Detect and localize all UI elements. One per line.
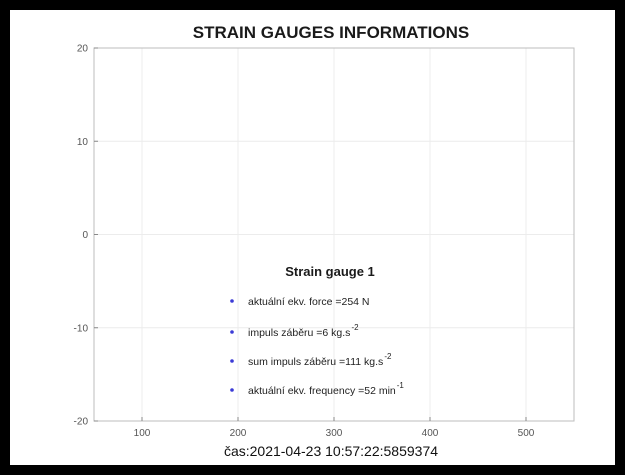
legend-item-text: aktuální ekv. force =254 N — [248, 296, 370, 308]
chart-title: STRAIN GAUGES INFORMATIONS — [193, 23, 469, 42]
legend: Strain gauge 1 aktuální ekv. force =254 … — [230, 264, 404, 397]
timestamp-label: čas:2021-04-23 10:57:22:5859374 — [224, 443, 438, 459]
y-tick-label: 10 — [77, 137, 89, 148]
y-tick-label: -10 — [74, 323, 89, 334]
chart-figure: STRAIN GAUGES INFORMATIONS 100 200 300 400 5… — [10, 10, 615, 465]
y-tick-label: 20 — [77, 44, 89, 55]
legend-item-text: aktuální ekv. frequency =52 min — [248, 385, 396, 397]
x-tick-label: 400 — [422, 428, 439, 439]
chart-canvas: STRAIN GAUGES INFORMATIONS 100 200 300 400 5… — [74, 23, 575, 459]
legend-marker — [230, 359, 234, 363]
x-tick-label: 200 — [230, 428, 247, 439]
legend-item-superscript: -2 — [384, 352, 392, 361]
axis-ticks: 100 200 300 400 500 -20 -10 0 10 20 — [74, 44, 535, 440]
legend-marker — [230, 299, 234, 303]
legend-item-text: impuls záběru =6 kg.s — [248, 327, 350, 339]
legend-item-superscript: -2 — [351, 323, 359, 332]
x-tick-label: 500 — [518, 428, 535, 439]
legend-marker — [230, 330, 234, 334]
legend-marker — [230, 388, 234, 392]
x-tick-label: 100 — [134, 428, 151, 439]
legend-title: Strain gauge 1 — [285, 264, 375, 279]
y-tick-label: -20 — [74, 417, 89, 428]
y-tick-label: 0 — [82, 230, 88, 241]
x-tick-label: 300 — [326, 428, 343, 439]
legend-item-superscript: -1 — [397, 381, 405, 390]
legend-item-text: sum impuls záběru =111 kg.s — [248, 356, 383, 368]
